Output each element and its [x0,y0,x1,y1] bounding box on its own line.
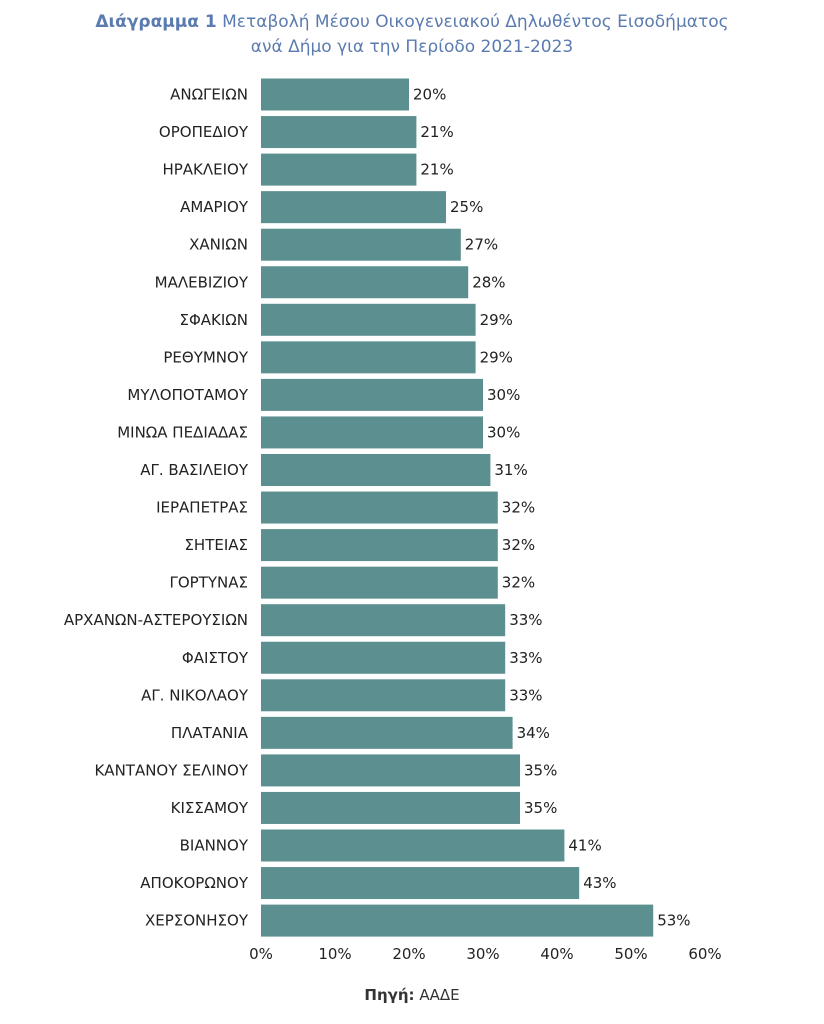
bar [261,116,417,149]
bar [261,904,654,937]
category-label: ΓΟΡΤΥΝΑΣ [170,574,249,592]
source-label: Πηγή: [364,986,415,1004]
value-label: 32% [502,574,535,592]
chart-title-line2: ανά Δήμο για την Περίοδο 2021-2023 [250,37,574,57]
category-label: ΜΑΛΕΒΙΖΙΟΥ [155,273,249,291]
category-label: ΚΙΣΣΑΜΟΥ [171,799,249,817]
x-tick-label: 50% [614,945,647,963]
value-label: 28% [472,273,505,291]
bar [261,378,483,411]
value-label: 35% [524,799,557,817]
value-label: 29% [480,348,513,366]
bar [261,829,565,862]
x-tick-label: 0% [249,945,273,963]
value-label: 41% [568,837,601,855]
bar [261,566,498,599]
value-label: 27% [465,236,498,254]
bar [261,228,461,261]
category-label: ΜΥΛΟΠΟΤΑΜΟΥ [127,386,248,404]
bar [261,266,469,299]
category-label: ΑΓ. ΒΑΣΙΛΕΙΟΥ [140,461,249,479]
bar [261,341,476,374]
category-label: ΣΗΤΕΙΑΣ [184,536,248,554]
category-label: ΑΜΑΡΙΟΥ [180,198,249,216]
value-label: 30% [487,423,520,441]
category-label: ΑΓ. ΝΙΚΟΛΑΟΥ [141,686,249,704]
x-tick-label: 10% [318,945,351,963]
chart-title-prefix: Διάγραμμα 1 [95,12,217,32]
category-label: ΜΙΝΩΑ ΠΕΔΙΑΔΑΣ [117,423,248,441]
chart-title-text: Μεταβολή Μέσου Οικογενειακού Δηλωθέντος … [222,12,729,32]
value-label: 25% [450,198,483,216]
category-label: ΗΡΑΚΛΕΙΟΥ [162,161,248,179]
bar [261,529,498,562]
category-label: ΧΑΝΙΩΝ [189,236,248,254]
bar [261,153,417,186]
category-label: ΒΙΑΝΝΟΥ [180,837,249,855]
value-label: 32% [502,536,535,554]
value-label: 43% [583,874,616,892]
value-label: 53% [657,912,690,930]
bar [261,78,409,111]
category-label: ΑΠΟΚΟΡΩΝΟΥ [140,874,249,892]
value-label: 33% [509,686,542,704]
category-label: ΑΝΩΓΕΙΩΝ [170,86,248,104]
value-label: 32% [502,499,535,517]
x-tick-label: 20% [392,945,425,963]
value-label: 33% [509,649,542,667]
bar [261,641,506,674]
bar [261,191,446,224]
bar [261,416,483,449]
x-tick-label: 40% [540,945,573,963]
source-value: ΑΑΔΕ [419,986,460,1004]
category-label: ΟΡΟΠΕΔΙΟΥ [159,123,249,141]
bar [261,454,491,486]
x-tick-label: 30% [466,945,499,963]
category-label: ΣΦΑΚΙΩΝ [180,311,249,329]
bar [261,604,506,637]
chart-title-line1: Διάγραμμα 1 Μεταβολή Μέσου Οικογενειακού… [0,10,824,35]
category-label: ΑΡΧΑΝΩΝ-ΑΣΤΕΡΟΥΣΙΩΝ [64,611,248,629]
category-label: ΚΑΝΤΑΝΟΥ ΣΕΛΙΝΟΥ [94,761,248,779]
value-label: 30% [487,386,520,404]
value-label: 29% [480,311,513,329]
bar [261,791,520,824]
category-label: ΠΛΑΤΑΝΙΑ [171,724,249,742]
category-label: ΡΕΘΥΜΝΟΥ [163,348,248,366]
value-label: 31% [494,461,527,479]
bar [261,716,513,749]
chart-title: Διάγραμμα 1 Μεταβολή Μέσου Οικογενειακού… [0,10,824,60]
category-label: ΧΕΡΣΟΝΗΣΟΥ [145,912,249,930]
value-label: 20% [413,86,446,104]
value-label: 34% [517,724,550,742]
bar [261,754,520,787]
bar [261,867,580,900]
value-label: 21% [420,123,453,141]
category-label: ΦΑΙΣΤΟΥ [182,649,249,667]
x-tick-label: 60% [688,945,721,963]
value-label: 21% [420,161,453,179]
category-label: ΙΕΡΑΠΕΤΡΑΣ [156,499,248,517]
bar [261,679,506,712]
bar [261,491,498,524]
value-label: 33% [509,611,542,629]
bar [261,303,476,336]
source-note: Πηγή: ΑΑΔΕ [0,986,824,1004]
value-label: 35% [524,761,557,779]
